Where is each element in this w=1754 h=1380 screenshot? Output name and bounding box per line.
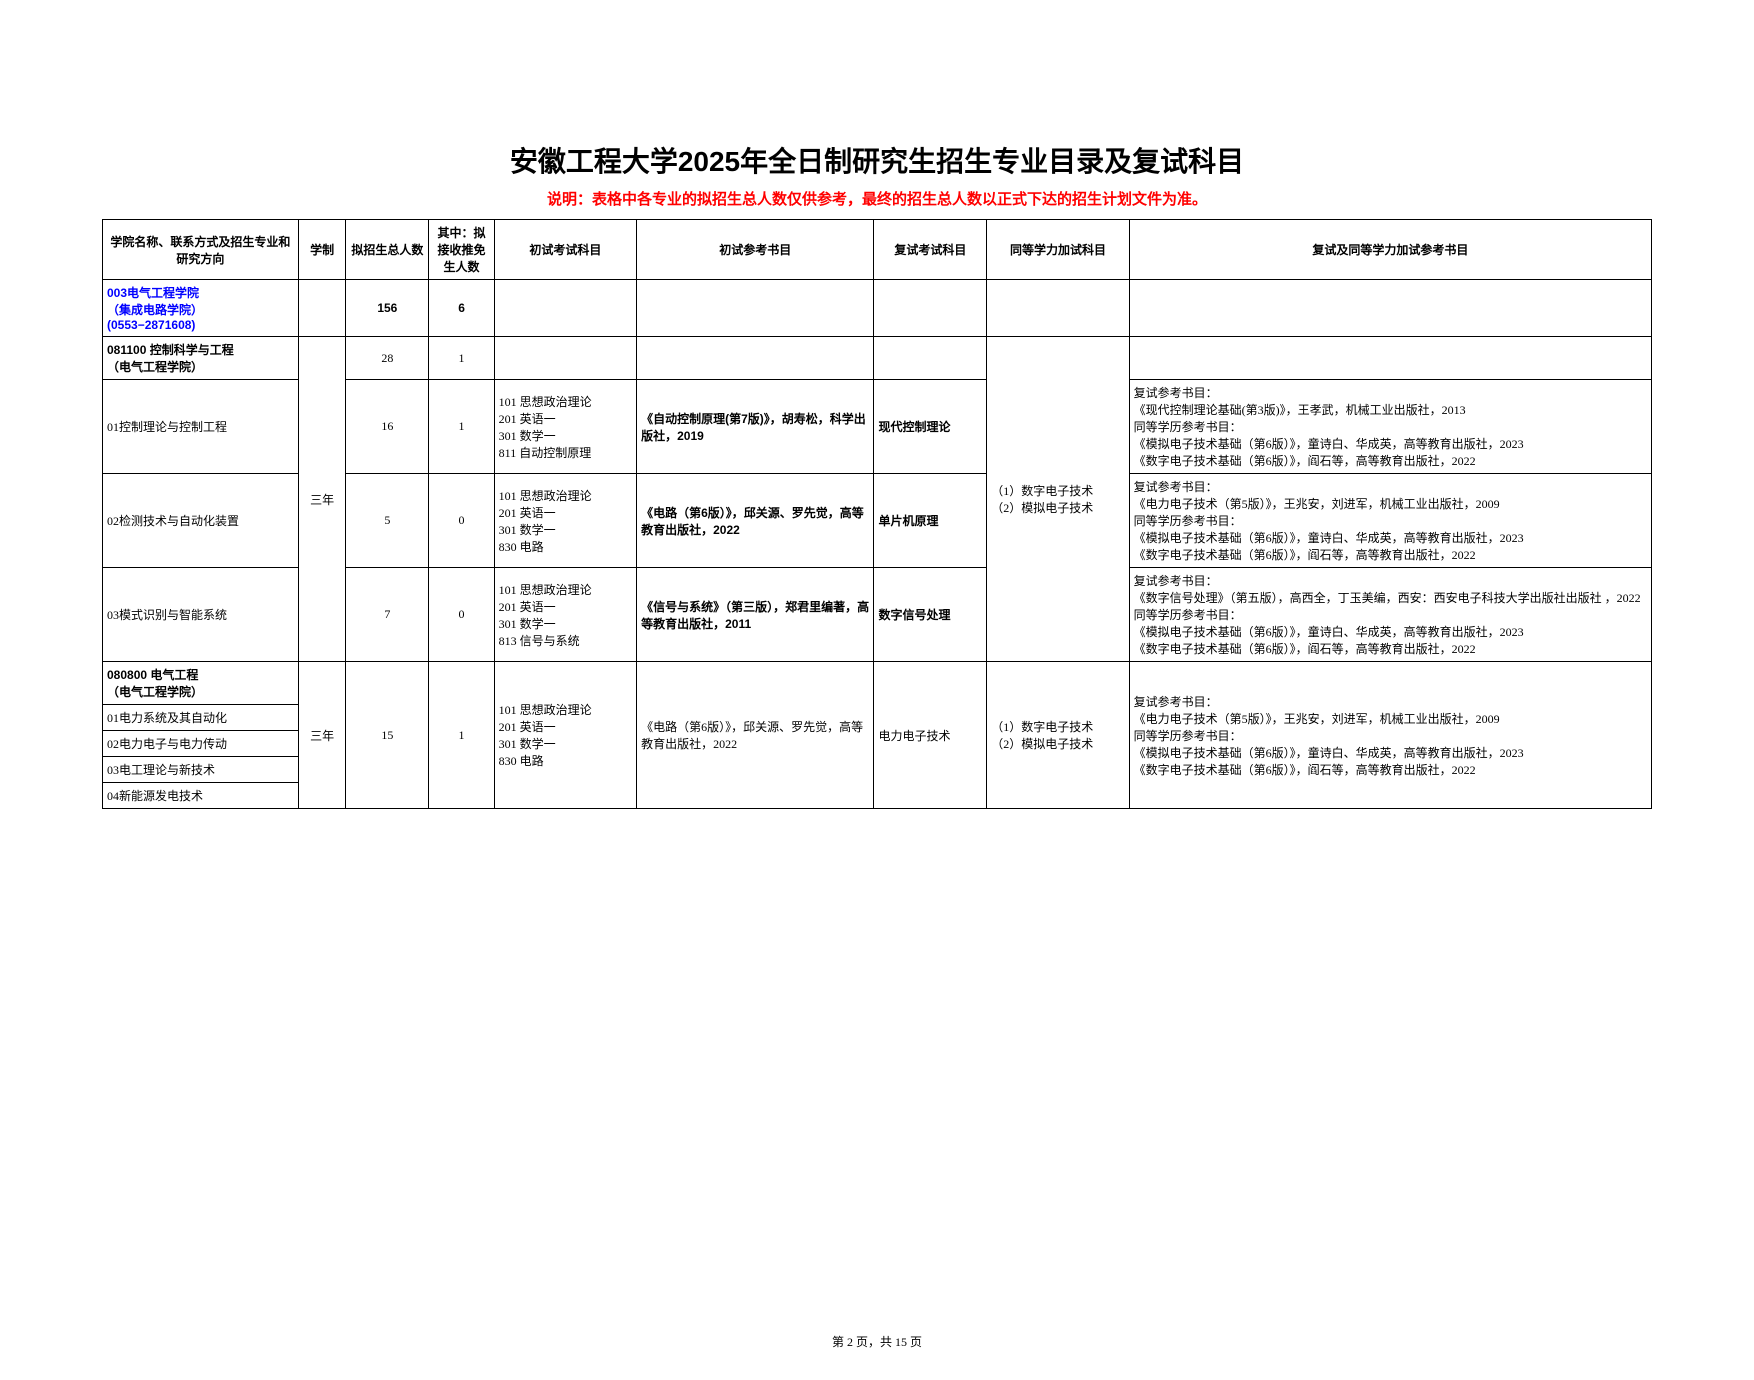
direction-name: 03电工理论与新技术 <box>103 757 299 783</box>
dir-prebook: 《电路（第6版）》，邱关源、罗先觉，高等教育出版社，2022 <box>637 474 874 568</box>
dir-retest: 单片机原理 <box>874 474 987 568</box>
program-prebook: 《电路（第6版）》，邱关源、罗先觉，高等教育出版社，2022 <box>637 662 874 809</box>
program-total: 28 <box>346 337 429 380</box>
direction-name: 01电力系统及其自动化 <box>103 705 299 731</box>
program-row: 081100 控制科学与工程 （电气工程学院） 三年 28 1 （1）数字电子技… <box>103 337 1652 380</box>
program-exempt: 1 <box>429 662 494 809</box>
cell <box>494 280 636 337</box>
dir-retest: 现代控制理论 <box>874 380 987 474</box>
th-dept: 学院名称、联系方式及招生专业和研究方向 <box>103 220 299 280</box>
program-prelim: 101 思想政治理论 201 英语一 301 数学一 830 电路 <box>494 662 636 809</box>
cell <box>987 280 1129 337</box>
cell <box>1129 337 1651 380</box>
program-duration: 三年 <box>298 662 345 809</box>
direction-name: 04新能源发电技术 <box>103 783 299 809</box>
program-total: 15 <box>346 662 429 809</box>
cell <box>637 280 874 337</box>
dir-retest: 数字信号处理 <box>874 568 987 662</box>
cell <box>494 337 636 380</box>
dir-prebook: 《自动控制原理(第7版)》，胡寿松，科学出版社，2019 <box>637 380 874 474</box>
direction-name: 02检测技术与自动化装置 <box>103 474 299 568</box>
page-note: 说明：表格中各专业的拟招生总人数仅供参考，最终的招生总人数以正式下达的招生计划文… <box>0 188 1754 209</box>
program-refs: 复试参考书目： 《电力电子技术（第5版）》，王兆安，刘进军，机械工业出版社，20… <box>1129 662 1651 809</box>
dir-exempt: 0 <box>429 568 494 662</box>
dept-row: 003电气工程学院 （集成电路学院） (0553−2871608) 156 6 <box>103 280 1652 337</box>
cell <box>1129 280 1651 337</box>
th-total: 拟招生总人数 <box>346 220 429 280</box>
th-prelim-book: 初试参考书目 <box>637 220 874 280</box>
dept-total: 156 <box>346 280 429 337</box>
th-prelim: 初试考试科目 <box>494 220 636 280</box>
program-retest: 电力电子技术 <box>874 662 987 809</box>
program-name: 081100 控制科学与工程 （电气工程学院） <box>103 337 299 380</box>
dir-total: 5 <box>346 474 429 568</box>
program-name: 080800 电气工程 （电气工程学院） <box>103 662 299 705</box>
dir-prelim: 101 思想政治理论 201 英语一 301 数学一 830 电路 <box>494 474 636 568</box>
th-exempt: 其中：拟接收推免生人数 <box>429 220 494 280</box>
dir-total: 7 <box>346 568 429 662</box>
th-equiv: 同等学力加试科目 <box>987 220 1129 280</box>
program-duration: 三年 <box>298 337 345 662</box>
cell <box>298 280 345 337</box>
th-duration: 学制 <box>298 220 345 280</box>
dir-refs: 复试参考书目： 《现代控制理论基础(第3版)》，王孝武，机械工业出版社，2013… <box>1129 380 1651 474</box>
page-footer: 第 2 页，共 15 页 <box>0 1333 1754 1350</box>
page-title: 安徽工程大学2025年全日制研究生招生专业目录及复试科目 <box>0 140 1754 180</box>
cell <box>874 280 987 337</box>
dir-prelim: 101 思想政治理论 201 英语一 301 数学一 811 自动控制原理 <box>494 380 636 474</box>
program-row: 080800 电气工程 （电气工程学院） 三年 15 1 101 思想政治理论 … <box>103 662 1652 705</box>
dir-prelim: 101 思想政治理论 201 英语一 301 数学一 813 信号与系统 <box>494 568 636 662</box>
th-retest: 复试考试科目 <box>874 220 987 280</box>
dept-name: 003电气工程学院 （集成电路学院） (0553−2871608) <box>103 280 299 337</box>
cell <box>874 337 987 380</box>
catalog-table: 学院名称、联系方式及招生专业和研究方向 学制 拟招生总人数 其中：拟接收推免生人… <box>102 219 1652 809</box>
program-equiv: （1）数字电子技术 （2）模拟电子技术 <box>987 662 1129 809</box>
table-header-row: 学院名称、联系方式及招生专业和研究方向 学制 拟招生总人数 其中：拟接收推免生人… <box>103 220 1652 280</box>
dir-exempt: 0 <box>429 474 494 568</box>
dept-exempt: 6 <box>429 280 494 337</box>
program-exempt: 1 <box>429 337 494 380</box>
cell <box>637 337 874 380</box>
direction-name: 02电力电子与电力传动 <box>103 731 299 757</box>
dir-prebook: 《信号与系统》（第三版），郑君里编著，高等教育出版社，2011 <box>637 568 874 662</box>
direction-name: 03模式识别与智能系统 <box>103 568 299 662</box>
direction-name: 01控制理论与控制工程 <box>103 380 299 474</box>
dir-refs: 复试参考书目： 《电力电子技术（第5版）》，王兆安，刘进军，机械工业出版社，20… <box>1129 474 1651 568</box>
program-equiv: （1）数字电子技术 （2）模拟电子技术 <box>987 337 1129 662</box>
dir-total: 16 <box>346 380 429 474</box>
th-refs: 复试及同等学力加试参考书目 <box>1129 220 1651 280</box>
dir-refs: 复试参考书目： 《数字信号处理》（第五版），高西全，丁玉美编，西安：西安电子科技… <box>1129 568 1651 662</box>
dir-exempt: 1 <box>429 380 494 474</box>
